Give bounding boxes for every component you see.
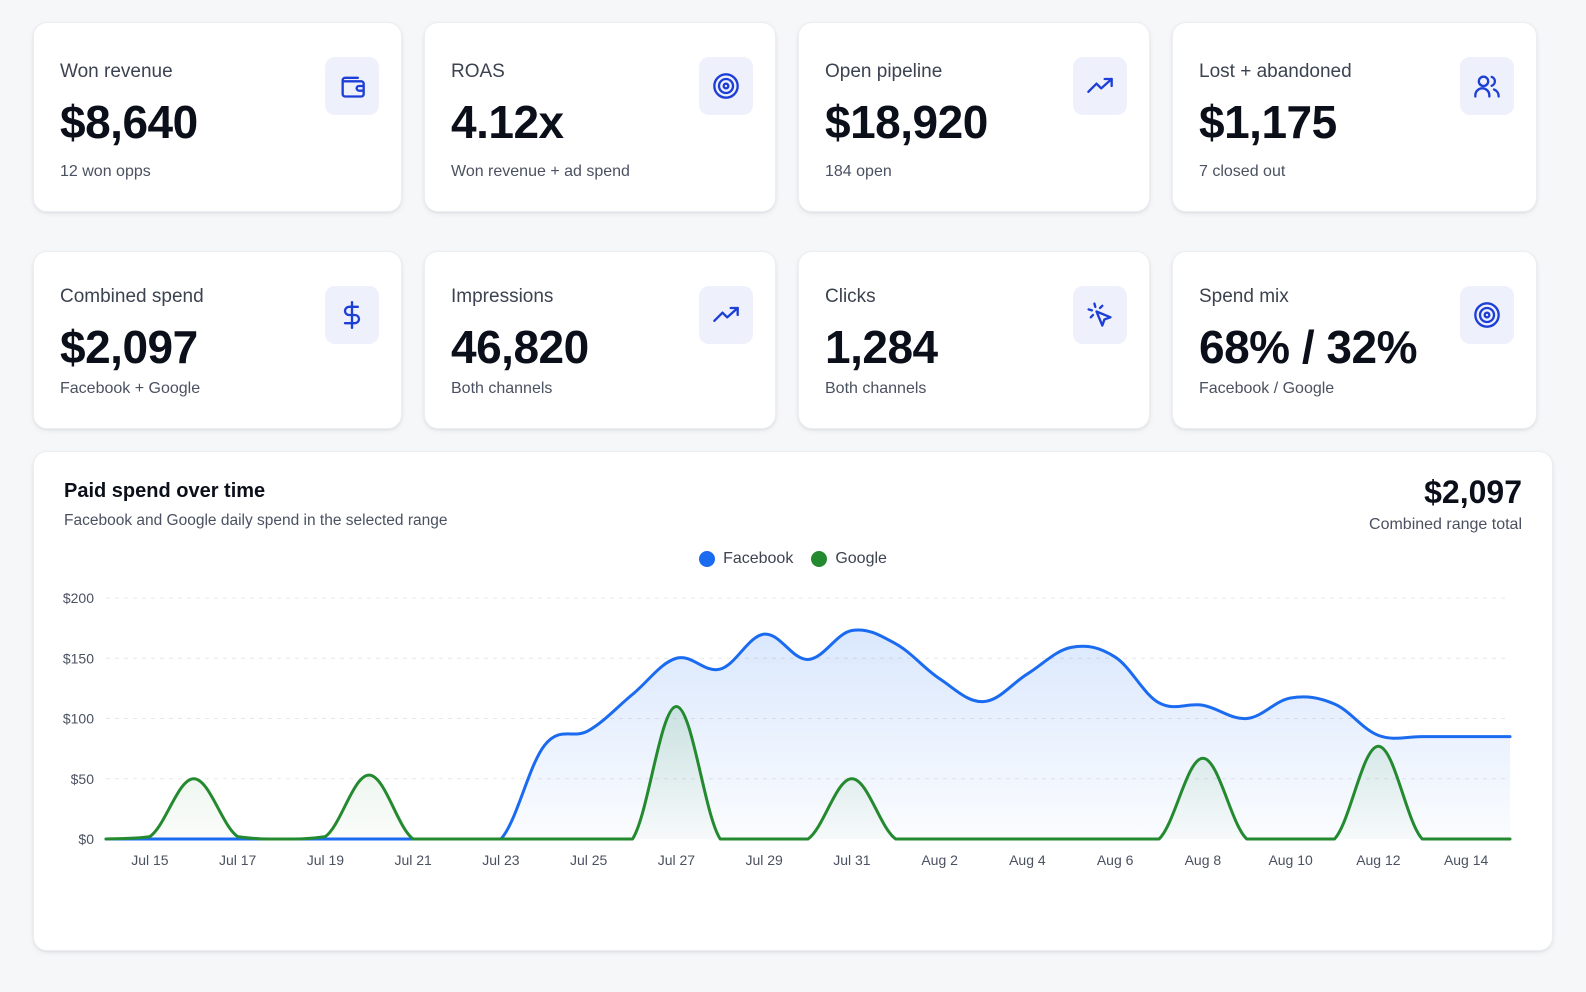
x-tick-label: Jul 31 (833, 852, 871, 868)
legend-item-facebook[interactable]: Facebook (699, 550, 793, 568)
y-tick-label: $50 (71, 771, 95, 787)
kpi-value: $8,640 (60, 96, 198, 148)
kpi-label: Clicks (825, 286, 876, 307)
x-tick-label: Jul 21 (394, 852, 432, 868)
kpi-subtext: 7 closed out (1199, 163, 1286, 180)
kpi-row-2: Combined spend $2,097 Facebook + Google Imp… (33, 251, 1553, 429)
chart-subtitle: Facebook and Google daily spend in the s… (64, 512, 448, 529)
x-tick-label: Jul 29 (745, 852, 783, 868)
kpi-card: Won revenue $8,640 12 won opps (33, 22, 402, 212)
series-line-google[interactable] (104, 704, 1512, 841)
kpi-label: ROAS (451, 61, 505, 82)
kpi-card: Open pipeline $18,920 184 open (798, 22, 1150, 212)
x-tick-label: Jul 19 (307, 852, 345, 868)
target-icon (1460, 286, 1514, 344)
series-area-google (106, 706, 1510, 839)
kpi-subtext: Won revenue + ad spend (451, 163, 630, 180)
x-tick-label: Aug 14 (1444, 852, 1489, 868)
kpi-card: ROAS 4.12x Won revenue + ad spend (424, 22, 776, 212)
kpi-card: Spend mix 68% / 32% Facebook / Google (1172, 251, 1537, 429)
kpi-value: 46,820 (451, 321, 589, 373)
kpi-label: Combined spend (60, 286, 204, 307)
legend-dot-google (811, 551, 828, 567)
chart-legend: Facebook Google (34, 550, 1552, 568)
series-line-facebook[interactable] (104, 628, 1512, 841)
x-tick-label: Aug 6 (1097, 852, 1134, 868)
kpi-label: Lost + abandoned (1199, 61, 1352, 82)
kpi-subtext: 12 won opps (60, 163, 151, 180)
x-tick-label: Aug 2 (921, 852, 958, 868)
kpi-card: Combined spend $2,097 Facebook + Google (33, 251, 402, 429)
x-tick-label: Jul 15 (131, 852, 169, 868)
series-area-facebook (106, 629, 1510, 839)
x-tick-label: Aug 4 (1009, 852, 1046, 868)
chart-total-value: $2,097 (1424, 474, 1522, 510)
x-tick-label: Aug 12 (1356, 852, 1401, 868)
wallet-icon (325, 57, 379, 115)
kpi-value: $2,097 (60, 321, 198, 373)
target-icon (699, 57, 753, 115)
kpi-subtext: Facebook + Google (60, 380, 201, 397)
kpi-label: Won revenue (60, 61, 173, 82)
kpi-card: Lost + abandoned $1,175 7 closed out (1172, 22, 1537, 212)
paid-spend-chart-card: Paid spend over time Facebook and Google… (33, 451, 1553, 951)
kpi-value: 1,284 (825, 321, 938, 373)
trending-up-icon (1073, 57, 1127, 115)
kpi-subtext: Both channels (451, 380, 553, 397)
kpi-label: Spend mix (1199, 286, 1289, 307)
legend-dot-facebook (699, 551, 716, 567)
x-tick-label: Jul 17 (219, 852, 257, 868)
kpi-card: Clicks 1,284 Both channels (798, 251, 1150, 429)
trending-up-icon (699, 286, 753, 344)
kpi-label: Open pipeline (825, 61, 943, 82)
users-icon (1460, 57, 1514, 115)
chart-title: Paid spend over time (64, 480, 266, 502)
x-tick-label: Aug 8 (1185, 852, 1222, 868)
kpi-row-1: Won revenue $8,640 12 won opps ROAS 4.12x Won… (33, 22, 1553, 212)
kpi-value: $18,920 (825, 96, 988, 148)
y-tick-label: $150 (63, 650, 94, 666)
kpi-subtext: Both channels (825, 380, 927, 397)
legend-label-google: Google (835, 550, 887, 567)
x-tick-label: Jul 25 (570, 852, 608, 868)
kpi-value: 4.12x (451, 96, 564, 148)
cursor-click-icon (1073, 286, 1127, 344)
kpi-value: 68% / 32% (1199, 321, 1417, 373)
spend-chart-plot: $0 $50 $100 $150 $200 Jul 15 Jul 17 Jul 19 Jul 2… (63, 590, 1512, 868)
dollar-icon (325, 286, 379, 344)
legend-item-google[interactable]: Google (811, 550, 887, 568)
kpi-subtext: Facebook / Google (1199, 380, 1335, 397)
chart-total-label: Combined range total (1369, 516, 1522, 533)
x-tick-label: Aug 10 (1268, 852, 1313, 868)
y-tick-label: $200 (63, 590, 94, 606)
kpi-label: Impressions (451, 286, 554, 307)
kpi-value: $1,175 (1199, 96, 1337, 148)
x-tick-label: Jul 23 (482, 852, 520, 868)
x-tick-label: Jul 27 (658, 852, 696, 868)
y-tick-label: $0 (78, 831, 94, 847)
kpi-subtext: 184 open (825, 163, 892, 180)
y-tick-label: $100 (63, 711, 94, 727)
kpi-card: Impressions 46,820 Both channels (424, 251, 776, 429)
legend-label-facebook: Facebook (723, 550, 794, 567)
